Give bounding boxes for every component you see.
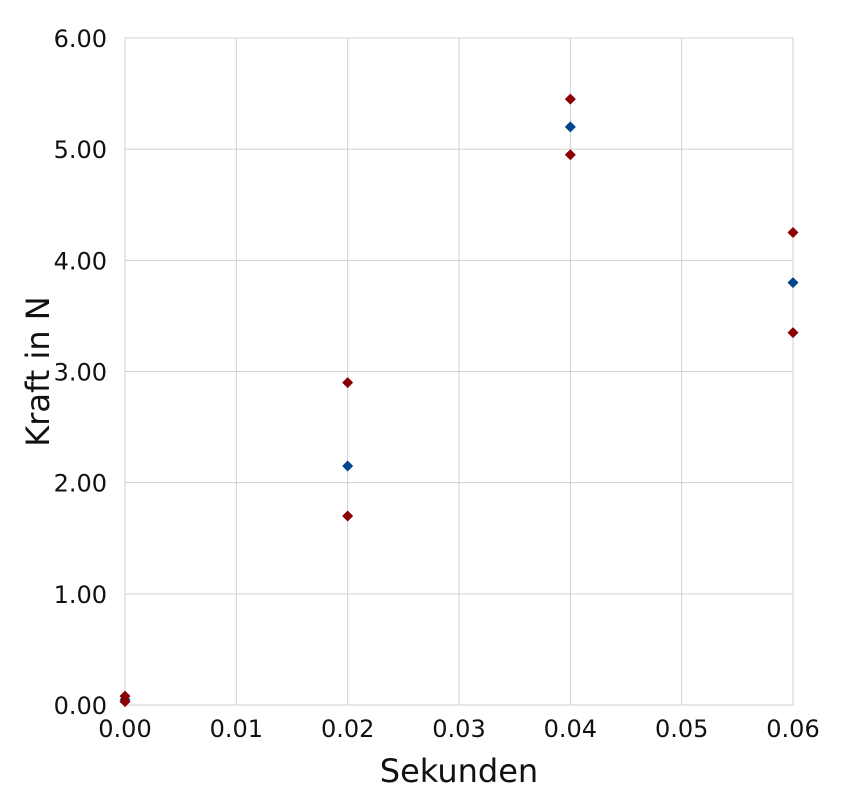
x-tick-label: 0.06 (766, 715, 819, 743)
x-tick-label: 0.04 (544, 715, 597, 743)
plot-area (124, 37, 794, 706)
y-axis-tick-labels: 0.00 1.00 2.00 3.00 4.00 5.00 6.00 (54, 25, 107, 720)
y-tick-label: 4.00 (54, 247, 107, 275)
x-axis-tick-labels: 0.00 0.01 0.02 0.03 0.04 0.05 0.06 (98, 715, 819, 743)
series-2-point (342, 377, 354, 389)
data-points (119, 93, 799, 708)
y-tick-label: 6.00 (54, 25, 107, 53)
y-tick-label: 0.00 (54, 692, 107, 720)
y-tick-label: 1.00 (54, 581, 107, 609)
y-tick-label: 3.00 (54, 359, 107, 387)
x-axis-title: Sekunden (380, 752, 538, 790)
series-2-point (787, 227, 799, 239)
x-tick-label: 0.02 (321, 715, 374, 743)
series-1-point (564, 121, 576, 133)
series-3-point (787, 327, 799, 339)
y-tick-label: 2.00 (54, 470, 107, 498)
x-tick-label: 0.03 (432, 715, 485, 743)
x-tick-label: 0.00 (98, 715, 151, 743)
series-3-point (564, 149, 576, 161)
x-tick-label: 0.05 (655, 715, 708, 743)
x-tick-label: 0.01 (210, 715, 263, 743)
series-3-point (119, 696, 131, 708)
y-axis-title: Kraft in N (19, 296, 57, 446)
series-2-point (564, 93, 576, 105)
series-3-point (342, 510, 354, 522)
y-tick-label: 5.00 (54, 136, 107, 164)
series-1-point (342, 460, 354, 472)
series-2-point (119, 690, 131, 702)
series-1-point (787, 277, 799, 289)
